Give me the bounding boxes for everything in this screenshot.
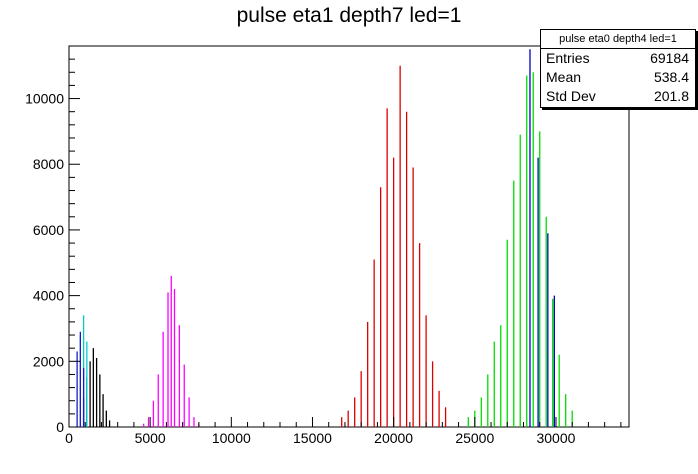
series-4 — [529, 49, 555, 427]
x-tick-label: 20000 — [374, 430, 413, 446]
x-tick-label: 10000 — [212, 430, 251, 446]
series-6 — [76, 331, 85, 427]
stats-box: pulse eta0 depth4 led=1 Entries 69184 Me… — [540, 29, 696, 108]
y-tick-label: 2000 — [33, 353, 64, 369]
x-tick-label: 30000 — [536, 430, 575, 446]
stats-row-mean: Mean 538.4 — [541, 68, 695, 87]
stats-value: 69184 — [650, 50, 689, 66]
x-tick-label: 25000 — [455, 430, 494, 446]
x-tick-label: 5000 — [135, 430, 166, 446]
y-tick-label: 0 — [56, 419, 64, 435]
y-tick-label: 8000 — [33, 156, 64, 172]
stats-label: Std Dev — [546, 88, 596, 104]
stats-value: 538.4 — [653, 69, 689, 85]
stats-label: Entries — [546, 50, 590, 66]
stats-row-stddev: Std Dev 201.8 — [541, 87, 695, 106]
chart-title: pulse eta1 depth7 led=1 — [236, 4, 462, 27]
x-tick-label: 15000 — [293, 430, 332, 446]
series-3 — [467, 72, 573, 427]
x-tick-label: 0 — [65, 430, 73, 446]
stats-value: 201.8 — [653, 88, 689, 104]
series-1 — [143, 275, 200, 427]
y-tick-label: 6000 — [33, 222, 64, 238]
series-2 — [341, 65, 447, 427]
stats-row-entries: Entries 69184 — [541, 49, 695, 68]
stats-header: pulse eta0 depth4 led=1 — [541, 30, 695, 49]
y-tick-label: 4000 — [33, 288, 64, 304]
plot-frame — [68, 45, 630, 428]
stats-label: Mean — [546, 69, 582, 85]
y-tick-label: 10000 — [25, 91, 64, 107]
